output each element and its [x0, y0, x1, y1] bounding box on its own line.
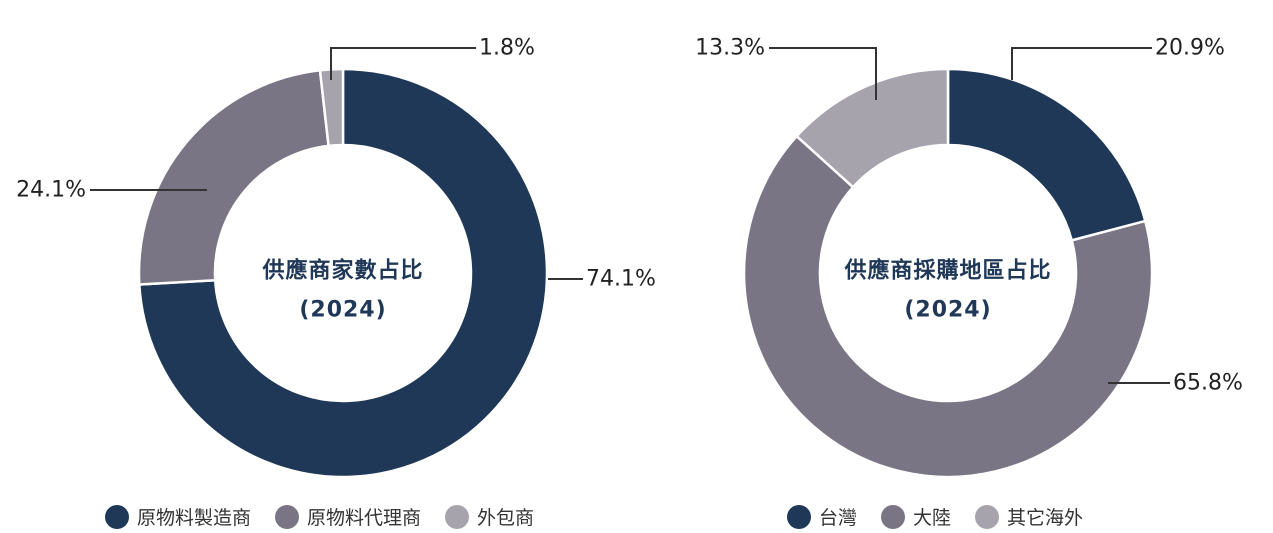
donut-slice — [318, 67, 345, 148]
legend-item-overseas: 其它海外 — [975, 503, 1083, 530]
legend-item-taiwan: 台灣 — [787, 503, 857, 530]
legend-item-manufacturer: 原物料製造商 — [105, 503, 251, 530]
data-label: 65.8% — [1173, 371, 1243, 396]
legend-item-agent: 原物料代理商 — [275, 503, 421, 530]
legend-swatch — [787, 504, 811, 529]
legend-swatch — [881, 504, 906, 529]
legend-label: 其它海外 — [1007, 507, 1084, 529]
legend-swatch — [105, 504, 129, 529]
legend-supplier-count: 原物料製造商 原物料代理商 外包商 — [105, 503, 534, 530]
label-leader-line — [330, 47, 476, 80]
donut-slice — [137, 68, 330, 286]
data-label: 1.8% — [479, 36, 535, 61]
data-label: 74.1% — [586, 267, 656, 292]
legend-label: 原物料代理商 — [307, 507, 422, 529]
donut-slice — [138, 67, 549, 479]
label-leader-line — [1011, 47, 1152, 80]
legend-label: 原物料製造商 — [137, 507, 252, 529]
donut-slice — [794, 67, 950, 189]
label-leader-line — [769, 47, 877, 100]
data-label: 13.3% — [695, 36, 765, 61]
legend-label: 大陸 — [913, 507, 952, 529]
chart-center-subtitle: (2024) — [904, 298, 991, 323]
donut-chart-procurement-region: 20.9% 65.8% 13.3% 供應商採購地區占比 (2024) — [695, 36, 1243, 479]
donut-slice — [742, 134, 1154, 479]
data-label: 20.9% — [1155, 36, 1225, 61]
legend-swatch — [275, 504, 300, 529]
legend-item-outsourcer: 外包商 — [445, 503, 534, 530]
data-label: 24.1% — [16, 178, 86, 203]
legend-item-mainland: 大陸 — [881, 503, 951, 530]
legend-swatch — [445, 504, 470, 529]
legend-label: 台灣 — [819, 507, 858, 529]
legend-label: 外包商 — [477, 507, 535, 529]
chart-center-subtitle: (2024) — [299, 298, 386, 323]
legend-swatch — [975, 504, 1000, 529]
donut-chart-supplier-count: 74.1% 24.1% 1.8% 供應商家數占比 (2024) — [16, 36, 656, 479]
legend-procurement-region: 台灣 大陸 其它海外 — [787, 503, 1083, 530]
donut-slice — [946, 67, 1147, 242]
chart-center-title: 供應商採購地區占比 — [843, 258, 1051, 284]
chart-center-title: 供應商家數占比 — [261, 258, 423, 284]
